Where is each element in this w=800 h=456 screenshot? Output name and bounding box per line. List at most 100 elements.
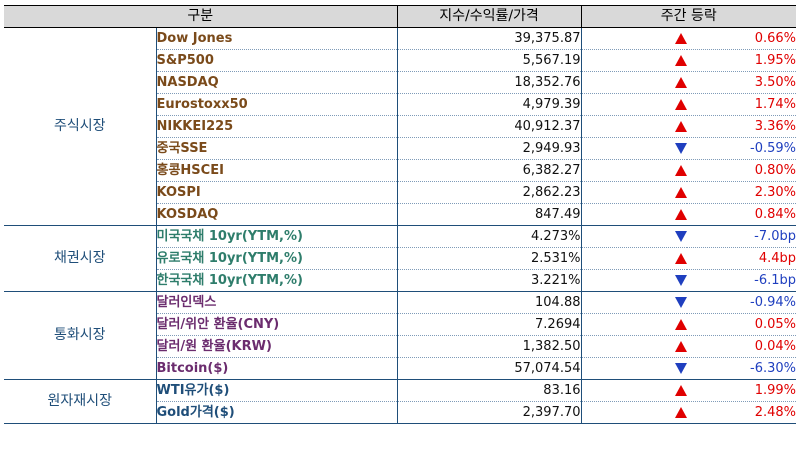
instrument-name: Eurostoxx50 (155, 93, 398, 116)
instrument-value: 40,912.37 (396, 115, 582, 138)
instrument-name: KOSPI (155, 181, 398, 204)
weekly-change: 0.04% (687, 335, 797, 358)
triangle-up-icon (675, 385, 688, 396)
instrument-name: Gold가격($) (155, 401, 398, 424)
instrument-value: 39,375.87 (396, 27, 582, 50)
weekly-change: 0.80% (687, 159, 797, 182)
instrument-name: NASDAQ (155, 71, 398, 94)
category-label: 통화시장 (4, 291, 156, 380)
change-direction-cell (580, 27, 688, 50)
instrument-name: 유로국채 10yr(YTM,%) (155, 247, 398, 270)
change-direction-cell (580, 379, 688, 402)
instrument-value: 3.221% (396, 269, 582, 292)
weekly-change: -6.30% (687, 357, 797, 380)
instrument-value: 2,862.23 (396, 181, 582, 204)
instrument-value: 2,397.70 (396, 401, 582, 424)
change-direction-cell (580, 225, 688, 248)
triangle-up-icon (675, 319, 688, 330)
weekly-change: 3.50% (687, 71, 797, 94)
market-summary-table: 구분 지수/수익률/가격 주간 등락 주식시장 Dow Jones 39,375.8… (4, 5, 797, 424)
change-direction-cell (580, 247, 688, 270)
instrument-value: 57,074.54 (396, 357, 582, 380)
triangle-up-icon (675, 77, 688, 88)
header-change: 주간 등락 (580, 5, 797, 28)
table-row: 중국SSE 2,949.93 -0.59% (4, 137, 797, 160)
change-direction-cell (580, 137, 688, 160)
change-direction-cell (580, 401, 688, 424)
category-label: 원자재시장 (4, 379, 156, 424)
instrument-value: 4.273% (396, 225, 582, 248)
triangle-down-icon (675, 231, 688, 242)
table-header-row: 구분 지수/수익률/가격 주간 등락 (4, 5, 797, 28)
change-direction-cell (580, 49, 688, 72)
change-direction-cell (580, 291, 688, 314)
table-row: 주식시장 Dow Jones 39,375.87 0.66% (4, 27, 797, 226)
table-row: 달러/원 환율(KRW) 1,382.50 0.04% (4, 335, 797, 358)
triangle-up-icon (675, 209, 688, 220)
table-row: 채권시장 미국국채 10yr(YTM,%) 4.273% -7.0bp (4, 225, 797, 292)
table-row: 한국국채 10yr(YTM,%) 3.221% -6.1bp (4, 269, 797, 292)
weekly-change: 4.4bp (687, 247, 797, 270)
instrument-value: 1,382.50 (396, 335, 582, 358)
weekly-change: -0.94% (687, 291, 797, 314)
weekly-change: 2.30% (687, 181, 797, 204)
weekly-change: 1.74% (687, 93, 797, 116)
table-row: NIKKEI225 40,912.37 3.36% (4, 115, 797, 138)
instrument-value: 104.88 (396, 291, 582, 314)
table-row: KOSPI 2,862.23 2.30% (4, 181, 797, 204)
instrument-name: 미국국채 10yr(YTM,%) (155, 225, 398, 248)
instrument-name: KOSDAQ (155, 203, 398, 226)
triangle-down-icon (675, 297, 688, 308)
table-row: 유로국채 10yr(YTM,%) 2.531% 4.4bp (4, 247, 797, 270)
weekly-change: 0.05% (687, 313, 797, 336)
weekly-change: 0.66% (687, 27, 797, 50)
instrument-value: 7.2694 (396, 313, 582, 336)
weekly-change: 0.84% (687, 203, 797, 226)
change-direction-cell (580, 115, 688, 138)
change-direction-cell (580, 313, 688, 336)
weekly-change: -0.59% (687, 137, 797, 160)
instrument-value: 847.49 (396, 203, 582, 226)
table-body: 주식시장 Dow Jones 39,375.87 0.66% S&P500 5,567.1… (4, 27, 797, 424)
category-label: 채권시장 (4, 225, 156, 292)
triangle-up-icon (675, 55, 688, 66)
triangle-up-icon (675, 407, 688, 418)
table-row: Eurostoxx50 4,979.39 1.74% (4, 93, 797, 116)
weekly-change: -6.1bp (687, 269, 797, 292)
triangle-up-icon (675, 99, 688, 110)
instrument-name: 한국국채 10yr(YTM,%) (155, 269, 398, 292)
change-direction-cell (580, 93, 688, 116)
change-direction-cell (580, 159, 688, 182)
change-direction-cell (580, 203, 688, 226)
instrument-name: Dow Jones (155, 27, 398, 50)
table-row: S&P500 5,567.19 1.95% (4, 49, 797, 72)
instrument-value: 6,382.27 (396, 159, 582, 182)
market-summary-table-frame: 구분 지수/수익률/가격 주간 등락 주식시장 Dow Jones 39,375.8… (4, 5, 797, 424)
table-row: Gold가격($) 2,397.70 2.48% (4, 401, 797, 424)
weekly-change: 3.36% (687, 115, 797, 138)
triangle-up-icon (675, 253, 688, 264)
triangle-up-icon (675, 121, 688, 132)
instrument-name: 달러/위안 환율(CNY) (155, 313, 398, 336)
category-label: 주식시장 (4, 27, 156, 226)
change-direction-cell (580, 335, 688, 358)
instrument-name: 달러/원 환율(KRW) (155, 335, 398, 358)
table-row: Bitcoin($) 57,074.54 -6.30% (4, 357, 797, 380)
instrument-name: Bitcoin($) (155, 357, 398, 380)
change-direction-cell (580, 181, 688, 204)
instrument-name: 달러인덱스 (155, 291, 398, 314)
instrument-value: 2.531% (396, 247, 582, 270)
triangle-down-icon (675, 143, 688, 154)
instrument-name: NIKKEI225 (155, 115, 398, 138)
weekly-change: 1.99% (687, 379, 797, 402)
table-row: NASDAQ 18,352.76 3.50% (4, 71, 797, 94)
instrument-name: S&P500 (155, 49, 398, 72)
instrument-name: 홍콩HSCEI (155, 159, 398, 182)
triangle-up-icon (675, 341, 688, 352)
weekly-change: 1.95% (687, 49, 797, 72)
change-direction-cell (580, 269, 688, 292)
instrument-value: 2,949.93 (396, 137, 582, 160)
instrument-value: 5,567.19 (396, 49, 582, 72)
table-row: 원자재시장 WTI유가($) 83.16 1.99% (4, 379, 797, 424)
table-row: KOSDAQ 847.49 0.84% (4, 203, 797, 226)
